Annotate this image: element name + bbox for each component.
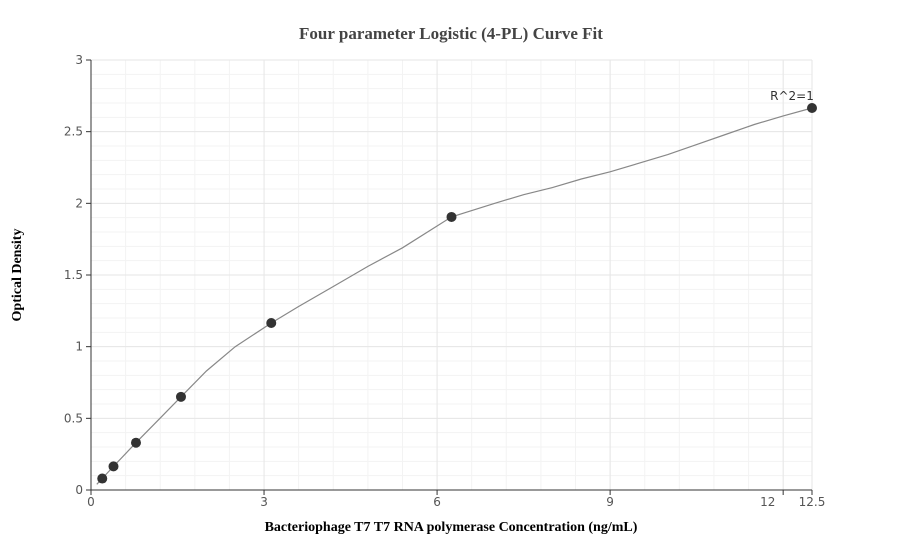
data-point [807, 103, 817, 114]
y-tick-label: 0.5 [64, 411, 83, 425]
y-tick-label: 1 [75, 340, 83, 354]
annotations: R^2=1 [770, 89, 814, 103]
data-point [130, 437, 141, 448]
x-tick-label: 0 [87, 495, 95, 509]
r-squared-annotation: R^2=1 [770, 89, 814, 103]
data-point [446, 211, 457, 222]
x-tick-label: 6 [433, 495, 441, 509]
x-tick-label: 12 [760, 495, 775, 509]
y-tick-label: 1.5 [64, 268, 83, 282]
grid [90, 59, 813, 491]
data-point [175, 391, 186, 402]
data-points [97, 103, 817, 484]
data-point [266, 318, 277, 329]
fit-curve [96, 107, 813, 485]
data-point [108, 461, 119, 472]
y-tick-label: 2.5 [64, 125, 83, 139]
tick-labels: 0 0.5 1 1.5 2 2.5 3 0 3 6 9 12 12.5 [64, 53, 825, 509]
x-tick-label: 3 [260, 495, 268, 509]
x-axis-label: Bacteriophage T7 T7 RNA polymerase Conce… [265, 520, 638, 535]
x-tick-label: 12.5 [799, 495, 826, 509]
y-tick-label: 3 [75, 53, 83, 67]
y-tick-label: 2 [75, 196, 83, 210]
x-tick-label: 9 [606, 495, 614, 509]
data-point [97, 473, 108, 484]
y-axis-label: Optical Density [10, 229, 25, 322]
chart-title: Four parameter Logistic (4-PL) Curve Fit [299, 24, 603, 43]
axes [86, 59, 813, 495]
y-tick-label: 0 [75, 483, 83, 497]
